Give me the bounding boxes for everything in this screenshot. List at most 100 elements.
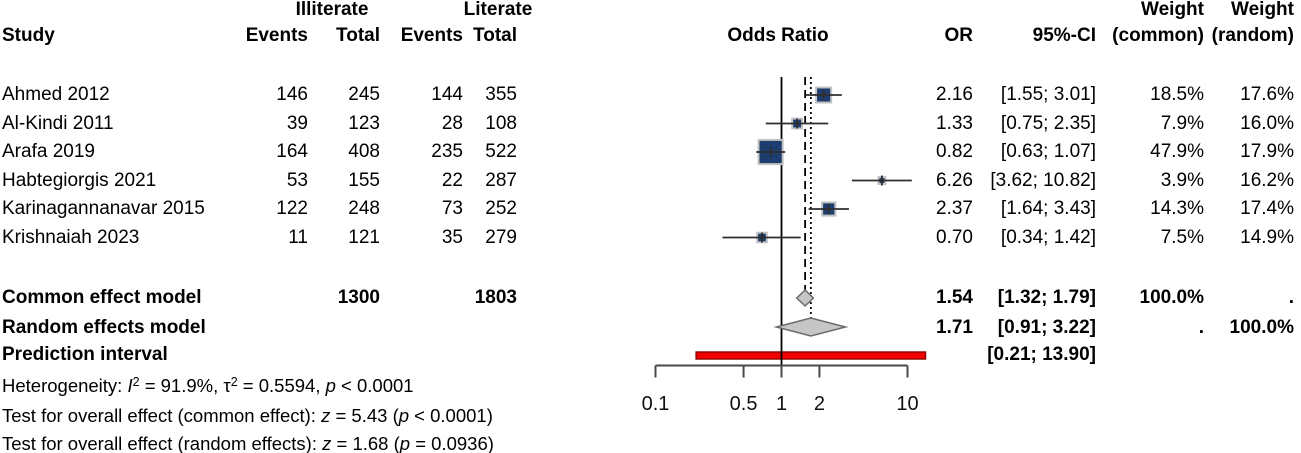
weight-common-value: 3.9% [1160, 169, 1204, 191]
prediction-interval-label: Prediction interval [2, 344, 168, 365]
literate-total: 279 [485, 226, 517, 248]
study-row: Krishnaiah 2023 11 121 35 279 0.70 [0.34… [0, 226, 1301, 250]
common-effect-label: Common effect model [2, 287, 202, 308]
test-common-text: Test for overall effect (common effect): [2, 404, 322, 426]
svg-text:0.5: 0.5 [730, 393, 758, 415]
weight-common-value: . [1198, 317, 1204, 338]
ci-value: [0.34; 1.42] [1000, 226, 1096, 248]
ci-value: [0.91; 3.22] [997, 317, 1096, 338]
random-effects-label: Random effects model [2, 317, 206, 338]
illiterate-events: 53 [286, 169, 308, 191]
svg-text:10: 10 [896, 393, 918, 415]
weight-random-header-line2: (random) [1211, 25, 1294, 46]
or-value: 2.37 [936, 198, 973, 219]
literate-events: 73 [441, 198, 463, 219]
test-random-note: Test for overall effect (random effects)… [2, 431, 494, 453]
weight-common-value: 7.5% [1160, 226, 1204, 248]
common-effect-row: Common effect model 1300 1803 1.54 [1.32… [0, 286, 1301, 310]
heterogeneity-text: = 91.9%, [139, 375, 224, 396]
weight-common-value: 47.9% [1150, 141, 1204, 162]
ci-column-header: 95%-CI [1032, 25, 1096, 46]
test-common-text: = 5.43 ( [330, 404, 399, 426]
weight-random-value: 17.6% [1240, 84, 1294, 105]
header-group-row: Illiterate Literate Weight Weight [0, 0, 1301, 22]
illiterate-total: 121 [348, 226, 380, 248]
i-squared-symbol: I [127, 375, 133, 396]
illiterate-total: 245 [348, 84, 380, 105]
literate-total-header: Total [473, 25, 517, 46]
study-name: Karinagannanavar 2015 [2, 198, 205, 219]
or-value: 1.71 [936, 317, 973, 338]
weight-random-value: 16.0% [1240, 112, 1294, 134]
illiterate-total-sum: 1300 [337, 287, 380, 308]
weight-random-header-line1: Weight [1231, 0, 1294, 20]
test-random-text: = 0.0936) [410, 433, 494, 453]
literate-events: 28 [441, 112, 463, 134]
weight-random-value: . [1288, 287, 1294, 308]
illiterate-events: 11 [288, 226, 308, 248]
header-column-row: Study Events Total Events Total Odds Rat… [0, 24, 1301, 48]
weight-common-header-line1: Weight [1141, 0, 1204, 20]
literate-total: 252 [485, 198, 517, 219]
p-symbol: p [398, 404, 410, 426]
literate-events: 35 [441, 226, 463, 248]
illiterate-events: 146 [276, 84, 308, 105]
p-symbol: p [325, 375, 336, 396]
or-value: 0.70 [936, 226, 973, 248]
weight-common-value: 100.0% [1139, 287, 1204, 308]
random-effects-row: Random effects model 1.71 [0.91; 3.22] .… [0, 316, 1301, 340]
group-header-illiterate: Illiterate [295, 0, 369, 20]
or-value: 0.82 [936, 141, 973, 162]
ci-value: [0.63; 1.07] [1000, 141, 1096, 162]
illiterate-total: 123 [348, 112, 380, 134]
study-name: Habtegiorgis 2021 [2, 169, 157, 191]
or-value: 6.26 [936, 169, 973, 191]
odds-ratio-plot-title: Odds Ratio [727, 25, 829, 46]
test-random-text: Test for overall effect (random effects)… [2, 433, 323, 453]
illiterate-total-header: Total [336, 25, 380, 46]
study-row: Arafa 2019 164 408 235 522 0.82 [0.63; 1… [0, 140, 1301, 164]
weight-random-value: 17.9% [1240, 141, 1294, 162]
test-common-text: < 0.0001) [409, 404, 493, 426]
prediction-interval-row: Prediction interval [0.21; 13.90] [0, 343, 1301, 367]
illiterate-events: 39 [286, 112, 308, 134]
ci-value: [1.55; 3.01] [1000, 84, 1096, 105]
illiterate-total: 155 [348, 169, 380, 191]
tau-squared-symbol: τ [223, 375, 231, 396]
illiterate-events-header: Events [245, 25, 308, 46]
weight-common-value: 7.9% [1160, 112, 1204, 134]
literate-events-header: Events [400, 25, 463, 46]
study-column-header: Study [2, 25, 55, 46]
ci-value: [1.32; 1.79] [997, 287, 1096, 308]
literate-events: 235 [431, 141, 463, 162]
p-symbol: p [399, 433, 411, 453]
ci-value: [3.62; 10.82] [990, 169, 1096, 191]
ci-value: [0.21; 13.90] [987, 344, 1096, 365]
literate-total-sum: 1803 [474, 287, 517, 308]
test-random-text: = 1.68 ( [331, 433, 400, 453]
svg-text:0.1: 0.1 [642, 393, 670, 415]
study-name: Al-Kindi 2011 [2, 112, 114, 134]
study-name: Arafa 2019 [2, 141, 95, 162]
study-row: Al-Kindi 2011 39 123 28 108 1.33 [0.75; … [0, 112, 1301, 136]
ci-value: [1.64; 3.43] [1000, 198, 1096, 219]
weight-common-value: 18.5% [1150, 84, 1204, 105]
literate-total: 522 [485, 141, 517, 162]
z-symbol: z [322, 433, 332, 453]
heterogeneity-note: Heterogeneity: I2 = 91.9%, τ2 = 0.5594, … [2, 373, 414, 399]
svg-text:2: 2 [814, 393, 825, 415]
tau-squared-exponent: 2 [230, 375, 238, 389]
i-squared-exponent: 2 [132, 375, 140, 389]
illiterate-events: 164 [276, 141, 308, 162]
weight-random-value: 17.4% [1240, 198, 1294, 219]
heterogeneity-text: = 0.5594, [237, 375, 326, 396]
study-row: Karinagannanavar 2015 122 248 73 252 2.3… [0, 197, 1301, 221]
literate-total: 355 [485, 84, 517, 105]
or-value: 2.16 [936, 84, 973, 105]
literate-total: 108 [485, 112, 517, 134]
weight-random-value: 100.0% [1229, 317, 1294, 338]
weight-random-value: 14.9% [1240, 226, 1294, 248]
or-value: 1.54 [936, 287, 973, 308]
